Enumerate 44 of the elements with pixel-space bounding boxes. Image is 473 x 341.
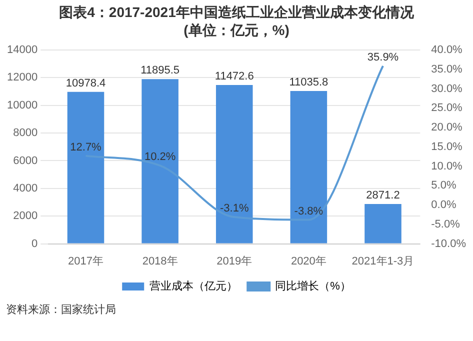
y2-tick-label: 30.0% <box>431 82 463 95</box>
y-tick-label: 14000 <box>6 44 38 56</box>
x-tick-label: 2021年1-3月 <box>352 255 414 268</box>
bar <box>290 91 328 244</box>
bar <box>216 84 253 244</box>
y2-tick-label: -10.0% <box>431 238 466 250</box>
data-label: 35.9% <box>367 51 399 64</box>
text: 资料来源：国家统计局 <box>5 302 117 317</box>
y-tick-label: 2000 <box>13 210 38 222</box>
y2-tick-label: -5.0% <box>431 218 460 230</box>
data-label: 10.2% <box>144 151 176 164</box>
data-label: 11035.8 <box>289 76 328 89</box>
y2-tick-label: 10.0% <box>431 160 463 172</box>
y2-tick-label: 40.0% <box>431 44 463 56</box>
data-label: 12.7% <box>70 141 102 154</box>
bar <box>142 79 178 244</box>
y2-tick-label: 5.0% <box>431 180 456 192</box>
legend-label: 同比增长（%） <box>275 280 351 293</box>
x-tick-label: 2018年 <box>142 255 178 268</box>
y-tick-label: 8000 <box>13 127 38 140</box>
y-tick-label: 12000 <box>6 72 38 84</box>
y-tick-label: 4000 <box>13 182 38 194</box>
y2-tick-label: 25.0% <box>431 102 463 114</box>
y2-tick-label: 35.0% <box>431 63 463 76</box>
bar <box>67 92 104 244</box>
data-label: 11472.6 <box>214 70 254 83</box>
x-tick-label: 2017年 <box>68 255 104 268</box>
x-tick-label: 2020年 <box>290 255 326 268</box>
y-tick-label: 6000 <box>13 154 38 167</box>
y2-tick-label: 0.0% <box>431 199 456 212</box>
x-tick-label: 2019年 <box>216 255 252 268</box>
chart-title: 图表4：2017-2021年中国造纸工业企业营业成本变化情况 <box>58 4 415 22</box>
y2-tick-label: 20.0% <box>431 122 463 134</box>
bar <box>364 204 402 244</box>
data-label: -3.1% <box>220 202 249 215</box>
y2-tick-label: 15.0% <box>431 140 463 153</box>
legend-label: 营业成本（亿元） <box>150 280 238 293</box>
data-label: 10978.4 <box>66 77 106 90</box>
data-label: 2871.2 <box>366 190 400 202</box>
chart-subtitle: (单位：亿元，%) <box>182 22 290 40</box>
y-tick-label: 0 <box>31 238 38 250</box>
data-label: 11895.5 <box>140 64 180 77</box>
data-label: -3.8% <box>294 205 324 218</box>
y-tick-label: 10000 <box>6 99 38 112</box>
